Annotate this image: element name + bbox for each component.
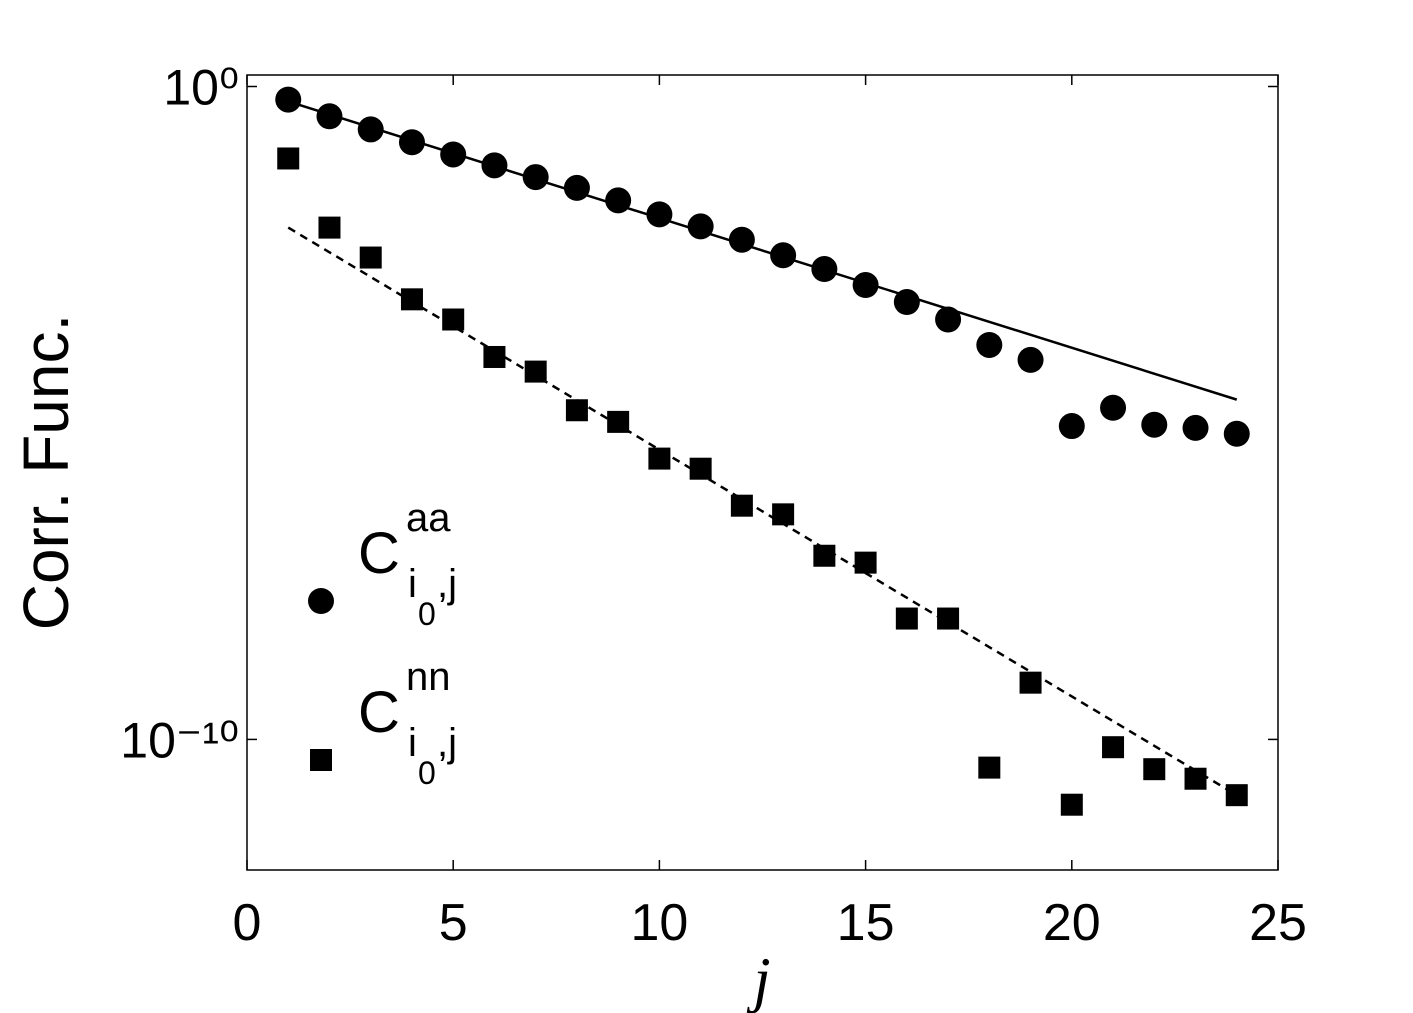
data-point	[772, 503, 795, 526]
data-point	[770, 242, 797, 269]
x-axis-label: j	[746, 946, 770, 1013]
data-point	[1141, 411, 1168, 438]
data-point	[687, 213, 714, 240]
data-point	[1100, 394, 1127, 421]
x-tick-label: 25	[1249, 894, 1307, 952]
data-point	[359, 246, 382, 269]
data-point	[813, 544, 836, 567]
x-tick-label: 15	[837, 894, 895, 952]
data-point	[895, 607, 918, 630]
data-point	[605, 187, 632, 214]
data-point	[1019, 671, 1042, 694]
data-point	[400, 288, 423, 311]
data-point	[481, 152, 508, 179]
data-point	[852, 272, 879, 299]
legend-marker	[310, 749, 332, 771]
data-point	[275, 86, 302, 113]
legend-label-sub: i	[408, 721, 417, 765]
y-tick-label: 10⁻¹⁰	[120, 712, 239, 768]
data-point	[524, 360, 547, 383]
x-tick-label: 20	[1043, 894, 1101, 952]
legend-label-sup: nn	[406, 655, 451, 699]
data-point	[978, 756, 1001, 779]
plot-frame	[246, 74, 1279, 871]
y-tick-label: 10⁰	[163, 59, 239, 115]
data-point	[440, 141, 467, 168]
data-point	[689, 457, 712, 480]
x-tick-label: 0	[233, 894, 262, 952]
data-point	[1223, 420, 1250, 447]
y-axis-label: Corr. Func.	[10, 314, 82, 631]
data-point	[318, 216, 341, 239]
data-point	[976, 331, 1003, 358]
data-point	[1060, 793, 1083, 816]
legend-label-subtail: ,j	[437, 562, 457, 606]
data-point	[893, 289, 920, 316]
data-point	[316, 103, 343, 130]
x-tick-label: 10	[630, 894, 688, 952]
data-point	[937, 607, 960, 630]
legend-label-sup: aa	[406, 496, 451, 540]
data-point	[563, 174, 590, 201]
data-point	[357, 116, 384, 143]
data-point	[442, 308, 465, 331]
legend-label-sub: i	[408, 562, 417, 606]
x-tick-label: 5	[439, 894, 468, 952]
legend-label-subtail: ,j	[437, 721, 457, 765]
data-point	[607, 410, 630, 433]
data-point	[1143, 758, 1166, 781]
data-point	[483, 345, 506, 368]
data-point	[854, 551, 877, 574]
data-point	[565, 399, 588, 422]
data-point	[935, 306, 962, 333]
data-point	[522, 164, 549, 191]
fit-line	[287, 100, 1238, 401]
data-point	[646, 201, 673, 228]
data-point	[1102, 736, 1125, 759]
data-point	[398, 129, 425, 156]
data-point	[1058, 413, 1085, 440]
legend-label: C	[358, 680, 400, 745]
data-point	[1225, 784, 1248, 807]
data-point	[1017, 346, 1044, 373]
data-point	[728, 226, 755, 253]
legend-label-subsub: 0	[418, 755, 436, 791]
data-point	[811, 256, 838, 283]
legend-label-subsub: 0	[418, 596, 436, 632]
legend-marker	[308, 588, 334, 614]
data-point	[277, 147, 300, 170]
data-point	[730, 494, 753, 517]
data-point	[1182, 414, 1209, 441]
legend-label: C	[358, 521, 400, 586]
data-point	[648, 447, 671, 470]
data-point	[1184, 767, 1207, 790]
